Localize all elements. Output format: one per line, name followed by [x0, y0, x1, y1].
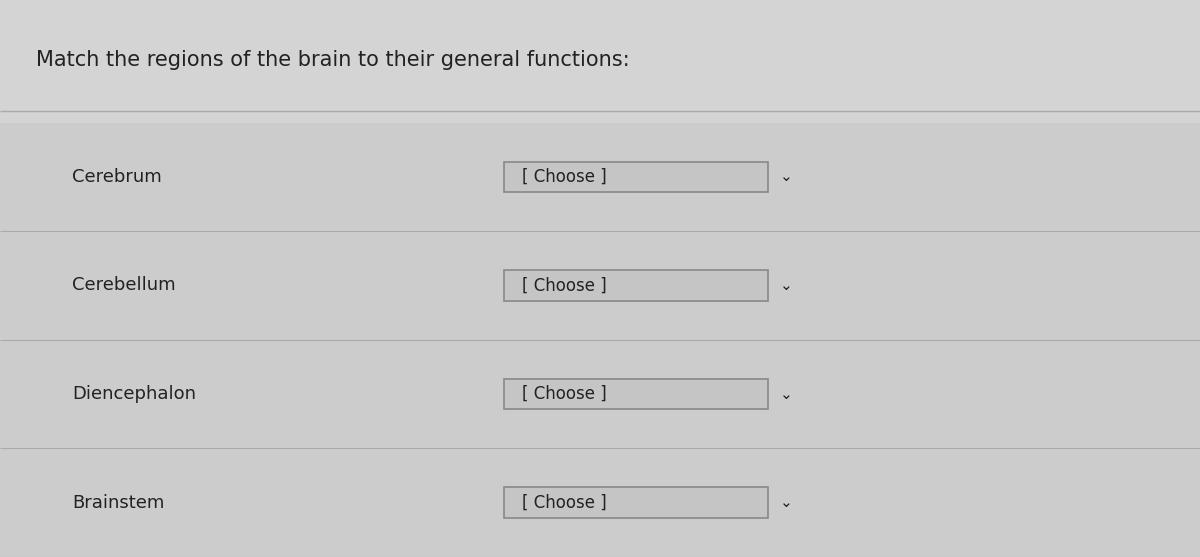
Text: ⌄: ⌄	[780, 278, 792, 293]
FancyBboxPatch shape	[0, 231, 1200, 340]
FancyBboxPatch shape	[504, 162, 768, 192]
FancyBboxPatch shape	[504, 270, 768, 301]
Text: ⌄: ⌄	[780, 495, 792, 510]
FancyBboxPatch shape	[0, 123, 1200, 231]
Text: Cerebrum: Cerebrum	[72, 168, 162, 186]
FancyBboxPatch shape	[504, 487, 768, 518]
Text: [ Choose ]: [ Choose ]	[522, 168, 607, 186]
FancyBboxPatch shape	[504, 379, 768, 409]
Text: Cerebellum: Cerebellum	[72, 276, 175, 295]
Text: [ Choose ]: [ Choose ]	[522, 385, 607, 403]
Text: [ Choose ]: [ Choose ]	[522, 494, 607, 512]
FancyBboxPatch shape	[0, 340, 1200, 448]
FancyBboxPatch shape	[0, 448, 1200, 557]
Text: Brainstem: Brainstem	[72, 494, 164, 512]
Text: ⌄: ⌄	[780, 387, 792, 402]
Text: ⌄: ⌄	[780, 169, 792, 184]
Text: Diencephalon: Diencephalon	[72, 385, 196, 403]
Text: Match the regions of the brain to their general functions:: Match the regions of the brain to their …	[36, 50, 630, 70]
Text: [ Choose ]: [ Choose ]	[522, 276, 607, 295]
